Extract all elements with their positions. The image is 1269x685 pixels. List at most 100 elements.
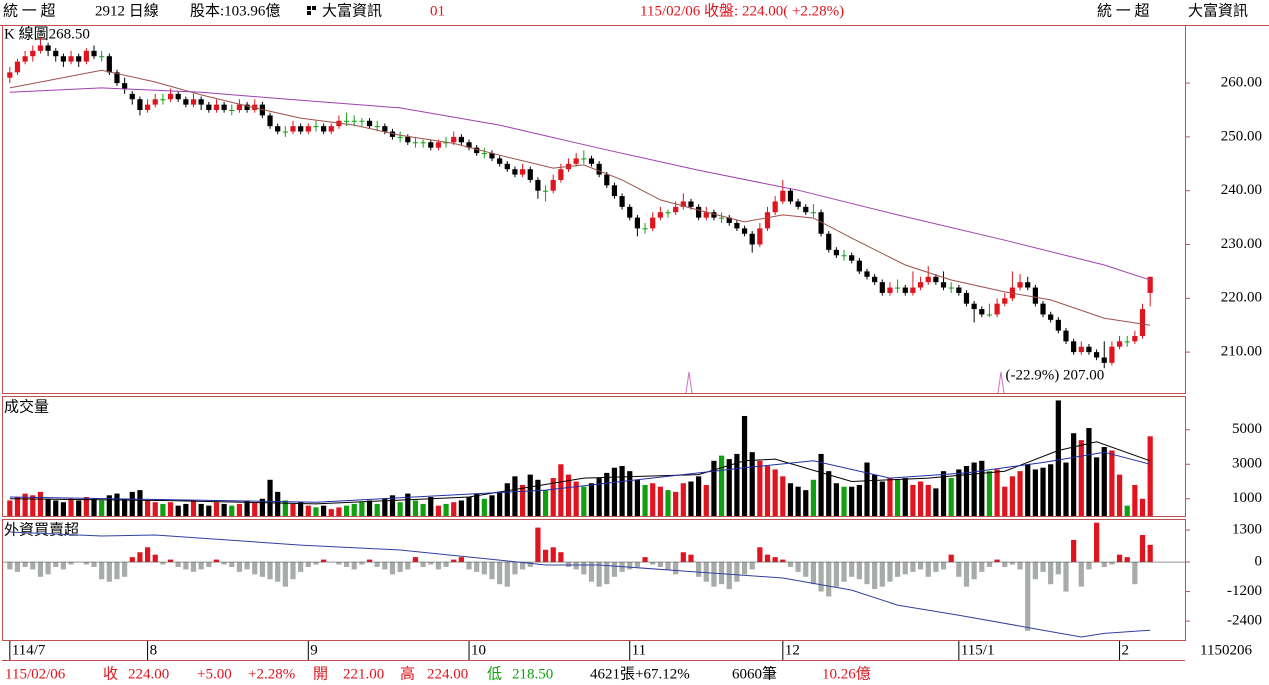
candle-body <box>267 115 273 127</box>
bar <box>1132 562 1138 585</box>
bar <box>91 562 97 567</box>
candle-body <box>764 212 771 229</box>
candle-body <box>680 201 686 207</box>
candle-body <box>37 45 44 51</box>
bar <box>298 502 304 516</box>
bar <box>795 486 801 516</box>
bar <box>963 562 970 587</box>
bar <box>956 469 962 516</box>
bar <box>787 562 794 567</box>
capital: 股本:103.96億 <box>190 2 280 19</box>
candle-body <box>787 190 794 202</box>
candle-body <box>359 120 365 122</box>
icon <box>312 6 316 10</box>
bar <box>979 460 985 516</box>
candle-body <box>122 83 128 89</box>
foreign-frame <box>2 519 1186 641</box>
x-tick-label: 114/7 <box>12 642 46 658</box>
bar <box>895 562 901 577</box>
bar <box>221 503 227 516</box>
footer-item: 218.50 <box>512 666 553 682</box>
bar <box>925 562 931 577</box>
bar <box>711 562 717 587</box>
bar <box>780 476 786 516</box>
bar <box>558 552 564 563</box>
candle-body <box>144 104 151 111</box>
bar <box>902 478 908 516</box>
bar <box>519 562 526 570</box>
bar <box>68 562 74 565</box>
bar <box>374 562 380 567</box>
bar <box>351 562 357 570</box>
candle-body <box>91 50 97 57</box>
candle-body <box>382 126 388 132</box>
bar <box>144 500 151 516</box>
bar <box>588 483 595 516</box>
candle-body <box>650 217 656 229</box>
bar <box>428 562 434 565</box>
bar <box>642 484 648 516</box>
bar <box>879 562 885 587</box>
bar <box>305 505 311 516</box>
bar <box>734 562 740 582</box>
footer-item: 低 <box>487 665 502 682</box>
bar <box>611 562 618 577</box>
candle-body <box>298 126 304 132</box>
bar <box>420 503 426 516</box>
bar <box>76 500 82 516</box>
bar <box>688 481 694 516</box>
candle-body <box>803 206 809 213</box>
bar <box>718 455 725 516</box>
candle-body <box>343 120 350 122</box>
bar <box>122 562 128 577</box>
bar <box>910 562 916 572</box>
candle-body <box>917 282 924 288</box>
bar <box>53 562 59 567</box>
bar <box>726 459 732 516</box>
bar <box>833 562 839 587</box>
bar <box>581 562 587 575</box>
bar <box>474 562 480 572</box>
bar <box>1055 562 1061 575</box>
bar <box>405 493 411 516</box>
bar <box>206 505 212 516</box>
bar <box>343 562 350 567</box>
bar <box>412 557 419 563</box>
candle-body <box>1093 352 1100 358</box>
bar <box>137 490 143 516</box>
bar <box>718 562 725 585</box>
bar <box>68 498 74 516</box>
candle-body <box>887 287 893 293</box>
candle-body <box>734 222 740 229</box>
bar <box>627 562 633 570</box>
candle-body <box>1025 282 1031 288</box>
candle-body <box>726 217 732 223</box>
candle-body <box>14 61 21 73</box>
footer-item: 高 <box>400 665 415 682</box>
candle-body <box>634 217 641 229</box>
bar <box>137 552 143 563</box>
bar <box>673 491 679 516</box>
bar <box>1078 562 1084 587</box>
line <box>9 531 1151 638</box>
bar <box>1048 464 1054 516</box>
bar <box>60 502 67 516</box>
candle-body <box>282 131 288 133</box>
candle-body <box>1078 346 1084 353</box>
candle-body <box>1109 346 1115 363</box>
bar <box>466 562 472 570</box>
bar <box>1040 467 1046 516</box>
bar <box>879 481 885 516</box>
bar <box>412 500 419 516</box>
y-tick-label: 210.00 <box>1221 344 1262 360</box>
bar <box>37 491 44 516</box>
candle-body <box>1147 276 1153 293</box>
bar <box>198 562 204 570</box>
bar <box>305 562 311 567</box>
bar <box>451 559 457 563</box>
candle-body <box>826 233 832 250</box>
bar <box>856 484 862 516</box>
candle-body <box>718 217 725 219</box>
footer-item: 10.26億 <box>822 665 871 682</box>
bar <box>1063 462 1069 516</box>
